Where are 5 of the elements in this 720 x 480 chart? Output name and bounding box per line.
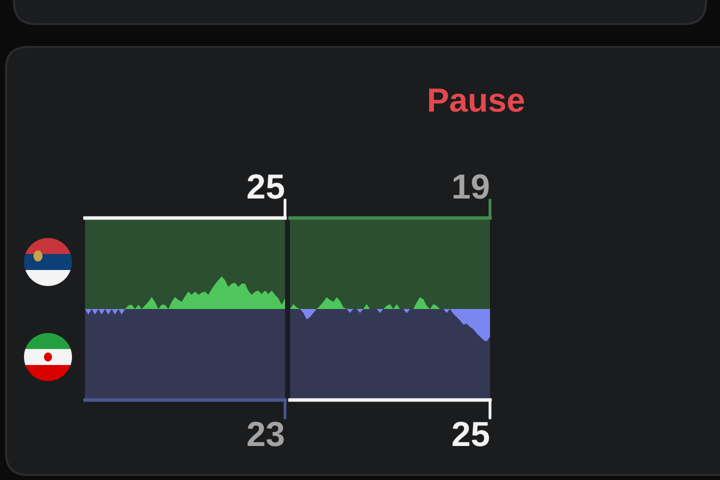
chart-title: 25 — [248, 174, 284, 199]
text: Pause — [429, 88, 524, 112]
x-axis-title: 23 — [248, 422, 284, 446]
chart-title: 19 — [454, 174, 489, 199]
x-axis-title: 25 — [452, 422, 490, 446]
